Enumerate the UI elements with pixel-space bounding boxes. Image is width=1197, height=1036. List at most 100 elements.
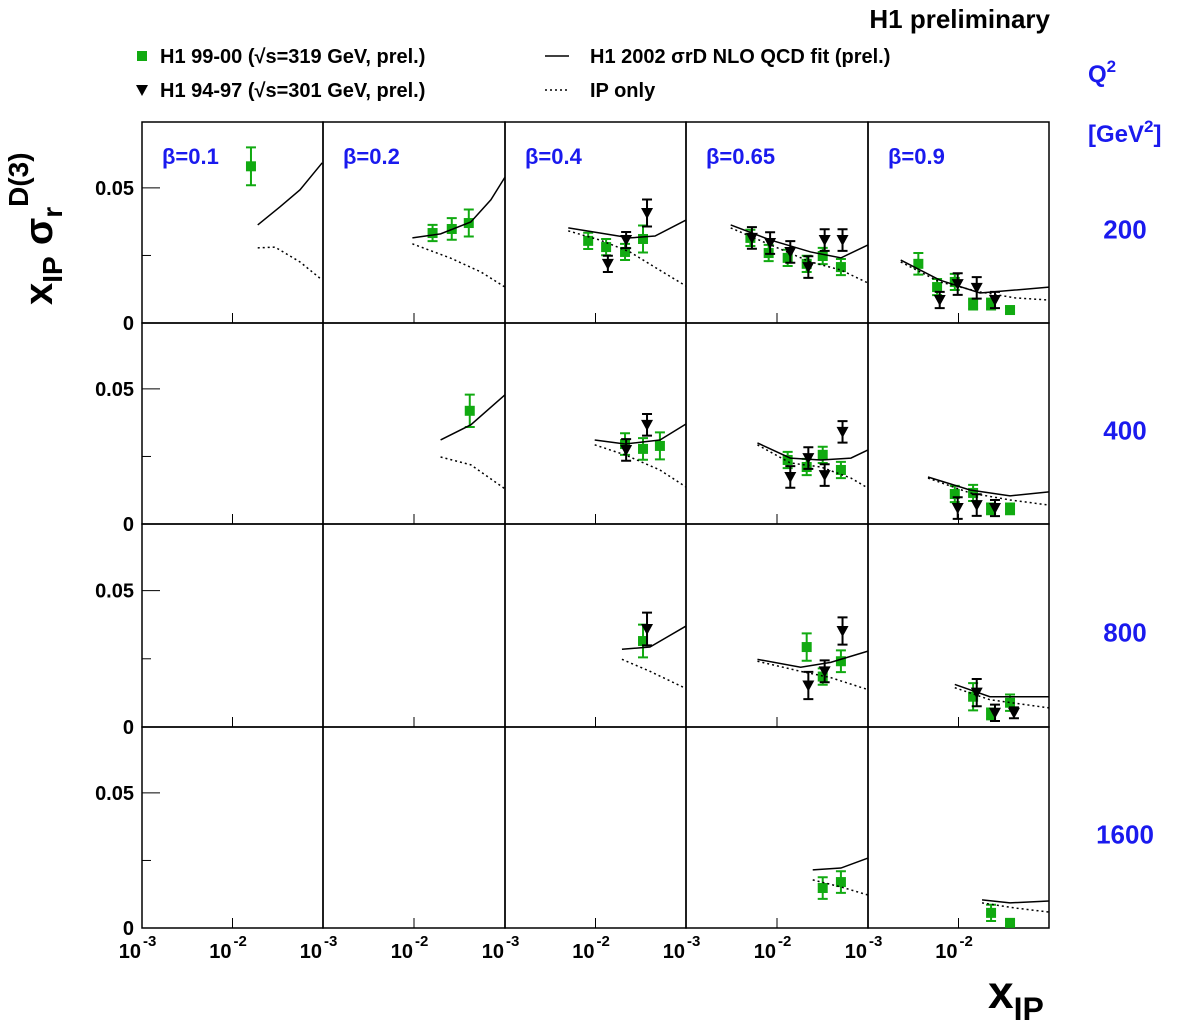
data-point	[836, 625, 849, 637]
q2-unit: [GeV2]	[1088, 117, 1161, 148]
data-point	[988, 503, 1001, 515]
data-point	[818, 666, 831, 678]
panel-frame	[504, 322, 687, 525]
legend-label: H1 99-00 (√s=319 GeV, prel.)	[160, 46, 425, 68]
fit-curve	[621, 625, 687, 650]
fit-curve	[812, 857, 869, 871]
ip-only-curve	[440, 456, 506, 490]
data-point	[951, 279, 964, 291]
data-point	[986, 503, 997, 514]
panel-frame	[685, 523, 869, 728]
ip-only-curve	[954, 687, 1050, 709]
data-point	[641, 208, 654, 220]
legend-marker	[137, 51, 147, 61]
panel-frame	[322, 726, 506, 929]
y-axis-label-part: r	[37, 207, 68, 218]
panel-frame	[141, 726, 324, 929]
data-point	[817, 883, 828, 894]
x-tick-label: 10	[119, 941, 141, 963]
data-point	[1005, 503, 1016, 514]
data-point	[949, 489, 960, 500]
data-point	[986, 708, 997, 719]
data-point	[1005, 917, 1016, 928]
column-label: β=0.65	[706, 144, 775, 169]
y-tick-label: 0.05	[95, 581, 134, 603]
fit-curve	[757, 650, 869, 669]
x-tick-label: 10	[209, 941, 231, 963]
data-point	[968, 299, 979, 310]
y-axis-label-part: D(3)	[3, 152, 34, 206]
data-point	[988, 295, 1001, 307]
data-point	[817, 671, 828, 682]
data-point	[835, 262, 846, 273]
data-point	[818, 235, 831, 247]
y-axis-label-part: x	[17, 283, 61, 305]
data-point	[968, 487, 979, 498]
ip-only-curve	[730, 227, 869, 284]
data-point	[968, 691, 979, 702]
data-point	[654, 440, 665, 451]
data-point	[970, 500, 983, 512]
fit-curve	[900, 259, 1050, 294]
y-tick-label: 0	[123, 918, 134, 940]
column-label: β=0.4	[525, 144, 583, 169]
q2-label-part: Q	[1088, 61, 1107, 88]
x-tick-label: 10	[572, 941, 594, 963]
fit-curve	[412, 176, 506, 239]
data-point	[782, 454, 793, 465]
fit-curve	[568, 219, 687, 239]
column-label: β=0.1	[162, 144, 219, 169]
data-point	[988, 707, 1001, 719]
q2-unit-part: ]	[1153, 121, 1161, 148]
x-tick-exponent: -2	[778, 933, 791, 950]
data-point	[601, 258, 614, 270]
x-tick-exponent: -3	[143, 933, 156, 950]
y-tick-label: 0	[123, 514, 134, 536]
data-point	[427, 228, 438, 239]
row-label: 1600	[1096, 820, 1154, 850]
data-point	[620, 444, 633, 456]
panel-frame	[322, 523, 506, 728]
panel-frame	[685, 726, 869, 929]
data-point	[782, 252, 793, 263]
q2-unit-part: 2	[1144, 117, 1153, 136]
x-tick-label: 10	[935, 941, 957, 963]
row-label: 200	[1103, 215, 1146, 245]
legend-label: H1 2002 σrD NLO QCD fit (prel.)	[590, 46, 890, 68]
column-label: β=0.9	[888, 144, 945, 169]
q2-label: Q2	[1088, 57, 1116, 88]
fit-curve	[981, 899, 1050, 904]
data-point	[951, 503, 964, 515]
data-point	[641, 624, 654, 636]
legend-marker	[136, 85, 148, 96]
data-point	[802, 680, 815, 692]
x-axis-label: xIP	[988, 966, 1044, 1027]
data-point	[932, 282, 943, 293]
panel-frame	[504, 726, 687, 929]
ip-only-curve	[568, 230, 687, 287]
chart-title: H1 preliminary	[869, 4, 1050, 34]
data-point	[835, 877, 846, 888]
data-point	[638, 443, 649, 454]
x-tick-exponent: -3	[506, 933, 519, 950]
x-tick-label: 10	[391, 941, 413, 963]
x-tick-exponent: -2	[960, 933, 973, 950]
column-label: β=0.2	[343, 144, 400, 169]
x-tick-label: 10	[754, 941, 776, 963]
ip-only-curve	[594, 444, 687, 488]
x-tick-label: 10	[482, 941, 504, 963]
fit-curve	[730, 224, 869, 259]
panel-frame	[867, 726, 1050, 929]
data-point	[745, 232, 758, 244]
data-point	[913, 258, 924, 269]
fit-curve	[440, 394, 506, 441]
data-point	[836, 235, 849, 247]
panel-frame	[504, 523, 687, 728]
legend-label: IP only	[590, 80, 656, 102]
data-point	[601, 242, 612, 253]
y-axis-label: xIP σrD(3)	[3, 152, 68, 305]
x-tick-exponent: -3	[324, 933, 337, 950]
x-tick-exponent: -3	[869, 933, 882, 950]
data-point	[986, 907, 997, 918]
data-point	[638, 636, 649, 647]
